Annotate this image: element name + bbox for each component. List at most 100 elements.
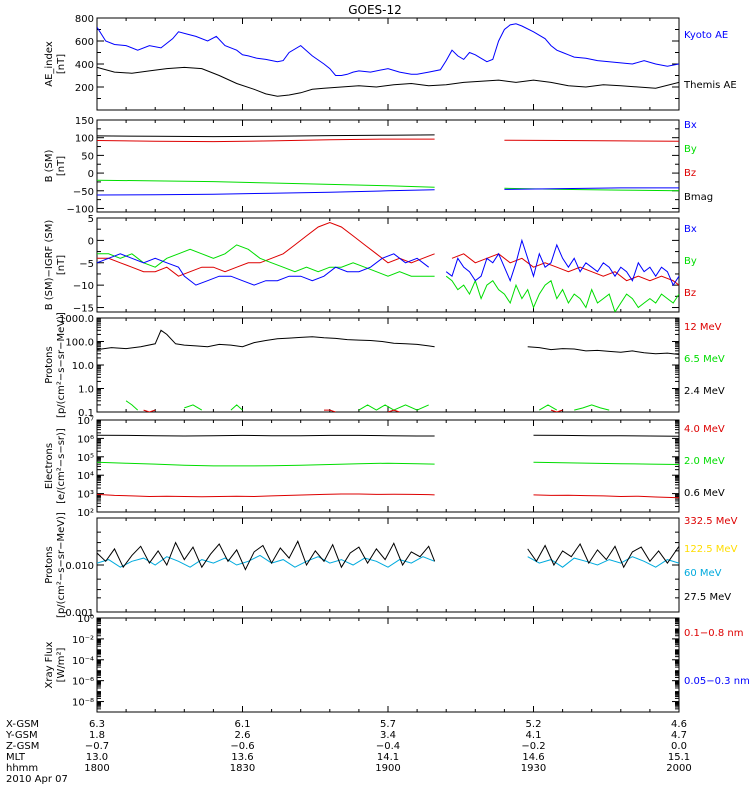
series-line-themis-ae [97,66,679,97]
panel-frame [96,217,680,313]
y-tick-label: 10⁷ [77,416,94,427]
y-tick-label: 10⁻⁸ [72,698,94,709]
series-line-bmag [97,135,679,137]
panel-bigrf: −15 −10 −5 0 5 B (SM)−IGRF (SM) [nT] Bx By Bz [44,214,697,315]
x-axis-value: 5.2 [526,719,542,730]
y-tick-label: 10⁴ [77,471,94,482]
legend-entry: Kyoto AE [684,30,728,41]
panel-xray: 10⁻⁸ 10⁻⁶ 10⁻⁴ 10⁻² 10⁰ Xray Flux [W/m²] 0.1−0.… [44,614,750,713]
panel-protons1: 0.1 1.0 10.0 100.0 1000.0 Protons [p/(cm²−s−sr… [44,312,725,419]
x-axis-value: 1.8 [89,730,105,741]
legend-entry: 0.6 MeV [684,488,725,499]
x-axis-value: 14.1 [377,752,399,763]
y-tick-label: 150 [75,116,94,127]
legend-entry: 60 MeV [684,568,722,579]
y-axis-label: [W/m²] [56,647,67,682]
series-line-6-5-mev [125,400,610,411]
y-tick-label: 0 [88,236,94,247]
x-axis-value: 3.4 [380,730,396,741]
y-tick-label: −100 [67,204,94,215]
x-axis-value: 2000 [666,763,691,774]
panel-frame [96,617,680,713]
y-tick-label: 10³ [77,490,94,501]
y-tick-label: 1.0 [78,385,94,396]
y-tick-label: 10⁻² [72,635,94,646]
y-tick-label: 0.010 [65,561,94,572]
y-tick-label: 10⁵ [77,453,94,464]
y-axis-label: Xray Flux [44,641,55,688]
panel-frame [96,517,680,613]
x-axis-value: 13.6 [231,752,253,763]
y-tick-label: 10² [77,508,94,519]
legend-entry: Bx [684,224,697,235]
legend-entry: 0.1−0.8 nm [684,628,743,639]
y-axis-label: [e/(cm²−s−sr)] [56,428,67,504]
x-axis-value: 6.3 [89,719,105,730]
legend-entry: 0.05−0.3 nm [684,676,750,687]
series-line-by [97,244,679,312]
series-line-2-4-mev [97,329,679,355]
x-axis-value: 13.0 [86,752,108,763]
y-tick-label: 0.1 [78,408,94,419]
y-axis-label: B (SM) [44,149,55,182]
y-axis-label: B (SM)−IGRF (SM) [44,220,55,311]
legend-entry: By [684,256,697,267]
y-tick-label: 50 [81,151,94,162]
panel-frame [96,119,680,213]
series-line-kyoto-ae [97,23,679,76]
series-line-by [97,179,679,192]
y-tick-label: −50 [73,187,94,198]
x-axis-value: 1830 [230,763,255,774]
x-axis-value: 4.7 [671,730,687,741]
series-line-2-0-mev [97,461,679,467]
series-line-27-5-mev [97,540,679,571]
legend-entry: 12 MeV [684,322,722,333]
x-axis-row-label: Y-GSM [5,730,38,741]
x-axis-value: 4.6 [671,719,687,730]
y-axis-label: Electrons [44,443,55,489]
panel-frame [96,317,680,413]
legend-entry: Bz [684,288,696,299]
x-axis-value: 1800 [84,763,109,774]
series-line-bz [97,138,679,143]
panel-electrons: 10² 10³ 10⁴ 10⁵ 10⁶ 10⁷ Electrons [e/(cm²−s−sr)… [44,416,725,519]
legend-entry: Themis AE [683,80,737,91]
x-axis-value: 1900 [375,763,400,774]
y-axis-label: [p/(cm²−s−sr−MeV)] [56,312,67,418]
x-axis-row-label: hhmm [6,763,38,774]
legend-entry: 27.5 MeV [684,592,731,603]
legend-entry: Bz [684,168,696,179]
y-axis-label: [nT] [56,54,67,74]
y-axis-label: Protons [44,546,55,583]
x-axis-row-label: Z-GSM [6,741,39,752]
series-line-4-0-mev [97,493,679,499]
legend-entry: 2.4 MeV [684,386,725,397]
x-axis-row-label: X-GSM [6,719,39,730]
y-tick-label: 10⁶ [77,434,94,445]
y-axis-label: [nT] [56,156,67,176]
series-line-60-mev [97,554,679,568]
y-tick-label: 0.001 [65,608,94,619]
legend-entry: By [684,144,697,155]
y-axis-label: [p/(cm²−s−sr−MeV)] [56,512,67,618]
x-axis-value: −0.2 [521,741,545,752]
y-tick-label: 100.0 [65,338,94,349]
x-axis-value: 14.6 [522,752,544,763]
x-axis-value: 15.1 [668,752,690,763]
x-axis-value: 5.7 [380,719,396,730]
x-axis-row-label: MLT [6,752,26,763]
x-axis-value: 2.6 [235,730,251,741]
panel-ae: 200 400 600 800 AE_index [nT] Kyoto AE Themis A… [44,14,737,111]
x-axis-table: X-GSM 6.3 6.1 5.7 5.2 4.6 Y-GSM 1.8 2.6 3.4 4.1 4.7… [5,719,692,785]
y-tick-label: −5 [79,259,94,270]
y-tick-label: −15 [73,304,94,315]
legend-entry: 122.5 MeV [684,544,738,555]
panel-frame [96,17,680,111]
x-axis-value: −0.4 [376,741,400,752]
plot-title: GOES-12 [348,3,402,17]
legend-entry: Bx [684,120,697,131]
x-axis-value: 0.0 [671,741,687,752]
y-tick-label: 200 [75,83,94,94]
date-label: 2010 Apr 07 [6,774,68,785]
